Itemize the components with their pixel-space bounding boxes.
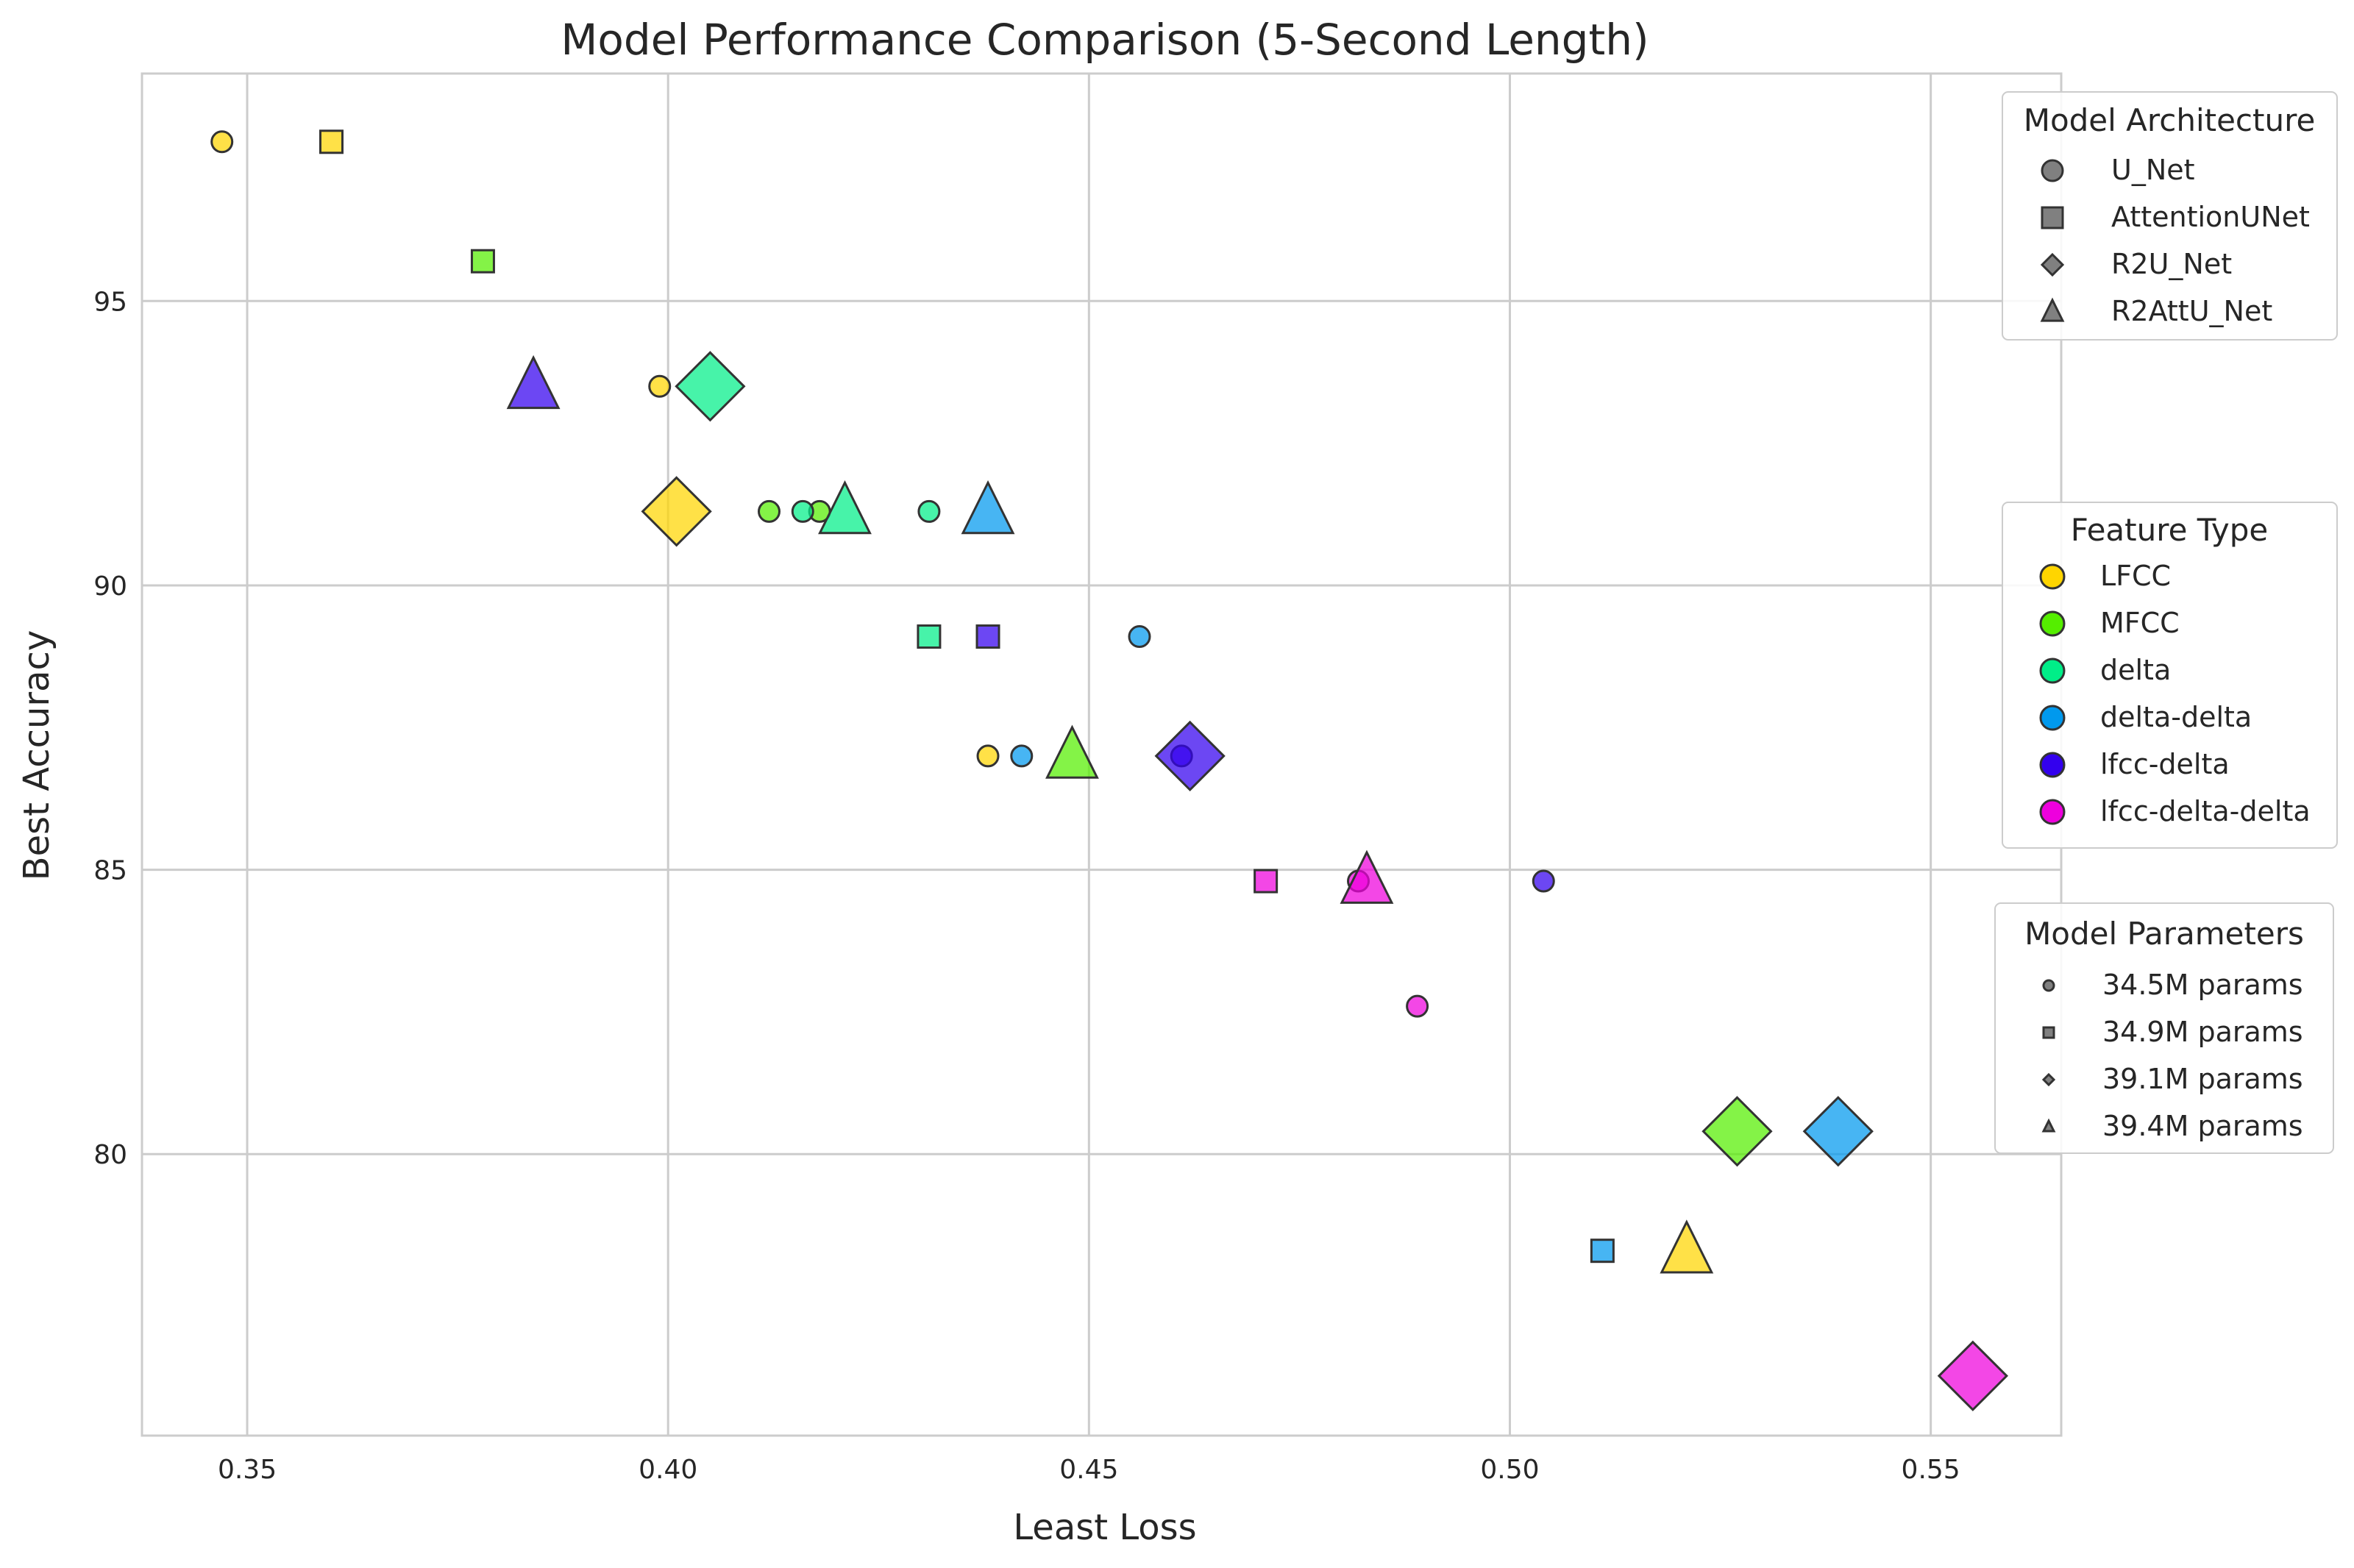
- y-tick-label: 95: [93, 287, 127, 317]
- legend-title: Feature Type: [2071, 512, 2269, 548]
- legend-marker-circle: [2042, 979, 2055, 992]
- legend-label: 39.1M params: [2102, 1063, 2303, 1095]
- y-axis-label: Best Accuracy: [16, 630, 57, 881]
- legend-title: Model Parameters: [2024, 916, 2304, 952]
- legend-label: R2U_Net: [2111, 248, 2232, 280]
- y-tick-label: 80: [93, 1140, 127, 1170]
- x-tick-label: 0.40: [639, 1455, 697, 1485]
- x-tick-label: 0.45: [1059, 1455, 1118, 1485]
- data-point-circle: [976, 744, 1000, 768]
- data-point-triangle: [961, 480, 1015, 535]
- data-point-circle: [1010, 744, 1034, 768]
- legend-frame: [2002, 91, 2338, 341]
- data-point-circle: [791, 499, 814, 523]
- data-point-square: [1590, 1239, 1615, 1264]
- legend-label: U_Net: [2111, 154, 2195, 186]
- data-point-square: [470, 249, 495, 274]
- data-point-square: [975, 624, 1000, 649]
- legend-feature-type: Feature Type LFCC MFCC delta delta-delta lfc…: [2002, 502, 2338, 849]
- data-point-triangle: [1045, 724, 1099, 779]
- legend-label: lfcc-delta: [2100, 748, 2230, 780]
- x-tick-label: 0.50: [1480, 1455, 1539, 1485]
- data-point-triangle: [1660, 1219, 1714, 1274]
- data-point-square: [1254, 869, 1279, 894]
- legend-label: AttentionUNet: [2111, 201, 2310, 233]
- data-point-square: [319, 129, 344, 154]
- legend-label: delta: [2100, 654, 2171, 686]
- data-point-triangle: [506, 354, 561, 410]
- data-point-circle: [1128, 625, 1151, 649]
- data-points: [210, 129, 2008, 1411]
- legend-marker-circle: [2039, 610, 2066, 637]
- legend-model-architecture: Model Architecture U_Net AttentionUNet R2U…: [2002, 91, 2338, 341]
- data-point-circle: [648, 374, 672, 398]
- legend-marker-square: [2041, 206, 2064, 229]
- legend-label: 34.9M params: [2102, 1016, 2303, 1048]
- x-tick-label: 0.55: [1902, 1455, 1960, 1485]
- legend-label: R2AttU_Net: [2111, 295, 2272, 327]
- tick-labels: 0.35 0.40 0.45 0.50 0.55 80 85 90 95: [93, 287, 1960, 1485]
- data-point-diamond: [641, 476, 712, 547]
- legend-marker-circle: [2039, 799, 2066, 825]
- x-tick-label: 0.35: [218, 1455, 277, 1485]
- legend-label: delta-delta: [2100, 701, 2252, 733]
- x-axis-label: Least Loss: [1013, 1507, 1196, 1548]
- legend-frame: [1994, 902, 2334, 1154]
- legend-marker-diamond: [2041, 1072, 2056, 1087]
- data-point-diamond: [1802, 1096, 1874, 1167]
- data-point-diamond: [1702, 1096, 1773, 1167]
- data-point-square: [917, 624, 942, 649]
- data-point-diamond: [1937, 1340, 2008, 1411]
- legend-model-parameters: Model Parameters 34.5M params 34.9M param…: [1994, 902, 2334, 1154]
- data-point-circle: [1406, 994, 1429, 1018]
- legend-marker-circle: [2039, 563, 2066, 590]
- data-point-triangle: [818, 480, 872, 535]
- y-tick-label: 90: [93, 571, 127, 602]
- legend-title: Model Architecture: [2024, 102, 2316, 138]
- chart-title: Model Performance Comparison (5-Second L…: [561, 15, 1649, 65]
- data-point-diamond: [1154, 720, 1226, 792]
- legend-label: 34.5M params: [2102, 969, 2303, 1001]
- legend-label: MFCC: [2100, 607, 2180, 639]
- data-point-triangle: [1340, 849, 1394, 904]
- legend-frame: [2002, 502, 2338, 849]
- legend-label: LFCC: [2100, 560, 2171, 592]
- legend-marker-circle: [2039, 752, 2066, 778]
- data-point-circle: [917, 499, 941, 523]
- data-point-circle: [758, 499, 781, 523]
- legend-label: lfcc-delta-delta: [2100, 795, 2311, 827]
- data-point-circle: [1532, 869, 1555, 893]
- legend-marker-triangle: [2040, 297, 2065, 322]
- legend-marker-circle: [2039, 658, 2066, 684]
- legend-label: 39.4M params: [2102, 1110, 2303, 1142]
- legend-marker-triangle: [2041, 1118, 2056, 1133]
- data-point-diamond: [675, 351, 746, 422]
- y-tick-label: 85: [93, 856, 127, 886]
- legend-marker-circle: [2041, 159, 2064, 182]
- legend-marker-diamond: [2040, 252, 2065, 277]
- grid-lines: [142, 74, 2061, 1436]
- legend-marker-square: [2042, 1026, 2055, 1039]
- legend-marker-circle: [2039, 705, 2066, 731]
- data-point-circle: [210, 130, 234, 154]
